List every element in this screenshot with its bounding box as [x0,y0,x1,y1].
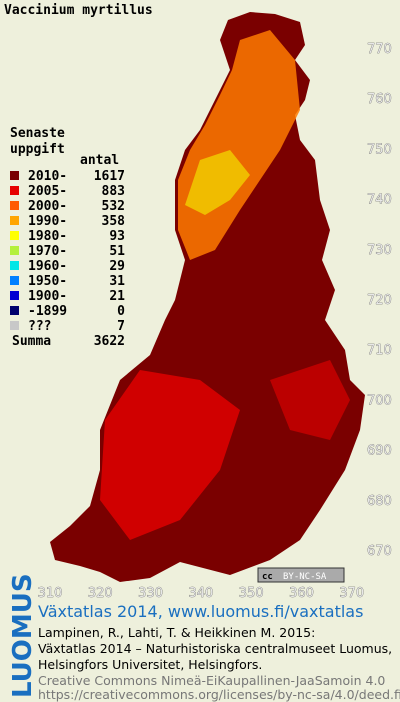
legend-count: 532 [102,199,125,214]
region-north-yellow [185,150,250,215]
legend-count: 31 [109,274,125,289]
y-tick-label: 700 [367,393,392,408]
license-badge: cc BY-NC-SA [257,567,345,583]
x-tick-label: 350 [239,586,264,601]
legend-count: 0 [117,304,125,319]
legend-swatch [10,201,19,210]
legend-count: 1617 [94,169,125,184]
legend-count: 93 [109,229,125,244]
legend-count-header: antal [80,153,119,168]
y-tick-label: 710 [367,343,392,358]
y-tick-label: 740 [367,193,392,208]
legend: 2010- 1617 2005- 883 2000- 532 1990- 358 1980- 93… [10,169,125,349]
y-tick-label: 770 [367,42,392,57]
legend-swatch [10,246,19,255]
badge-icon: cc [262,572,273,582]
legend-label: 1990- [28,214,67,229]
legend-label: 1970- [28,244,67,259]
legend-label: 1960- [28,259,67,274]
legend-label: 1950- [28,274,67,289]
map-title: Vaccinium myrtillus [4,3,153,18]
legend-label: 1980- [28,229,67,244]
legend-total-label: Summa [12,334,51,349]
legend-label: 2005- [28,184,67,199]
legend-swatch [10,321,19,330]
x-tick-label: 330 [138,586,163,601]
legend-label: -1899 [28,304,67,319]
legend-label: 2010- [28,169,67,184]
y-tick-label: 750 [367,142,392,157]
y-tick-label: 720 [367,293,392,308]
legend-swatch [10,306,19,315]
legend-heading: Senaste [10,126,65,141]
legend-swatch [10,216,19,225]
legend-count: 29 [109,259,125,274]
region-east [270,360,350,440]
legend-swatch [10,276,19,285]
legend-label: 2000- [28,199,67,214]
x-tick-label: 340 [188,586,213,601]
legend-label: 1900- [28,289,67,304]
legend-count: 883 [102,184,125,199]
legend-label: ??? [28,319,51,334]
citation-line: Växtatlas 2014 – Naturhistoriska central… [38,641,392,656]
region-south [100,370,240,540]
x-tick-label: 370 [339,586,364,601]
y-tick-label: 680 [367,494,392,509]
legend-swatch [10,186,19,195]
legend-swatch [10,291,19,300]
legend-count: 51 [109,244,125,259]
license-line[interactable]: https://creativecommons.org/licenses/by-… [38,687,400,702]
legend-count: 7 [117,319,125,334]
citation-line: Helsingfors Universitet, Helsingfors. [38,657,262,672]
legend-total: 3622 [94,334,125,349]
legend-swatch [10,261,19,270]
badge-frame [257,567,345,583]
x-tick-label: 320 [88,586,113,601]
x-tick-label: 310 [38,586,63,601]
y-tick-label: 670 [367,544,392,559]
legend-swatch [10,171,19,180]
legend-count: 21 [109,289,125,304]
atlas-link[interactable]: Växtatlas 2014, www.luomus.fi/vaxtatlas [38,602,363,621]
y-tick-label: 760 [367,92,392,107]
legend-swatch [10,231,19,240]
x-tick-label: 360 [289,586,314,601]
y-tick-label: 730 [367,243,392,258]
citation-line: Lampinen, R., Lahti, T. & Heikkinen M. 2… [38,625,315,640]
map [50,12,365,582]
badge-text: BY-NC-SA [283,572,327,582]
y-tick-label: 690 [367,444,392,459]
legend-count: 358 [102,214,126,229]
license-line: Creative Commons Nimeä-EiKaupallinen-Jaa… [38,673,385,688]
legend-heading: uppgift [10,142,65,157]
brand: LUOMUS [8,573,38,698]
